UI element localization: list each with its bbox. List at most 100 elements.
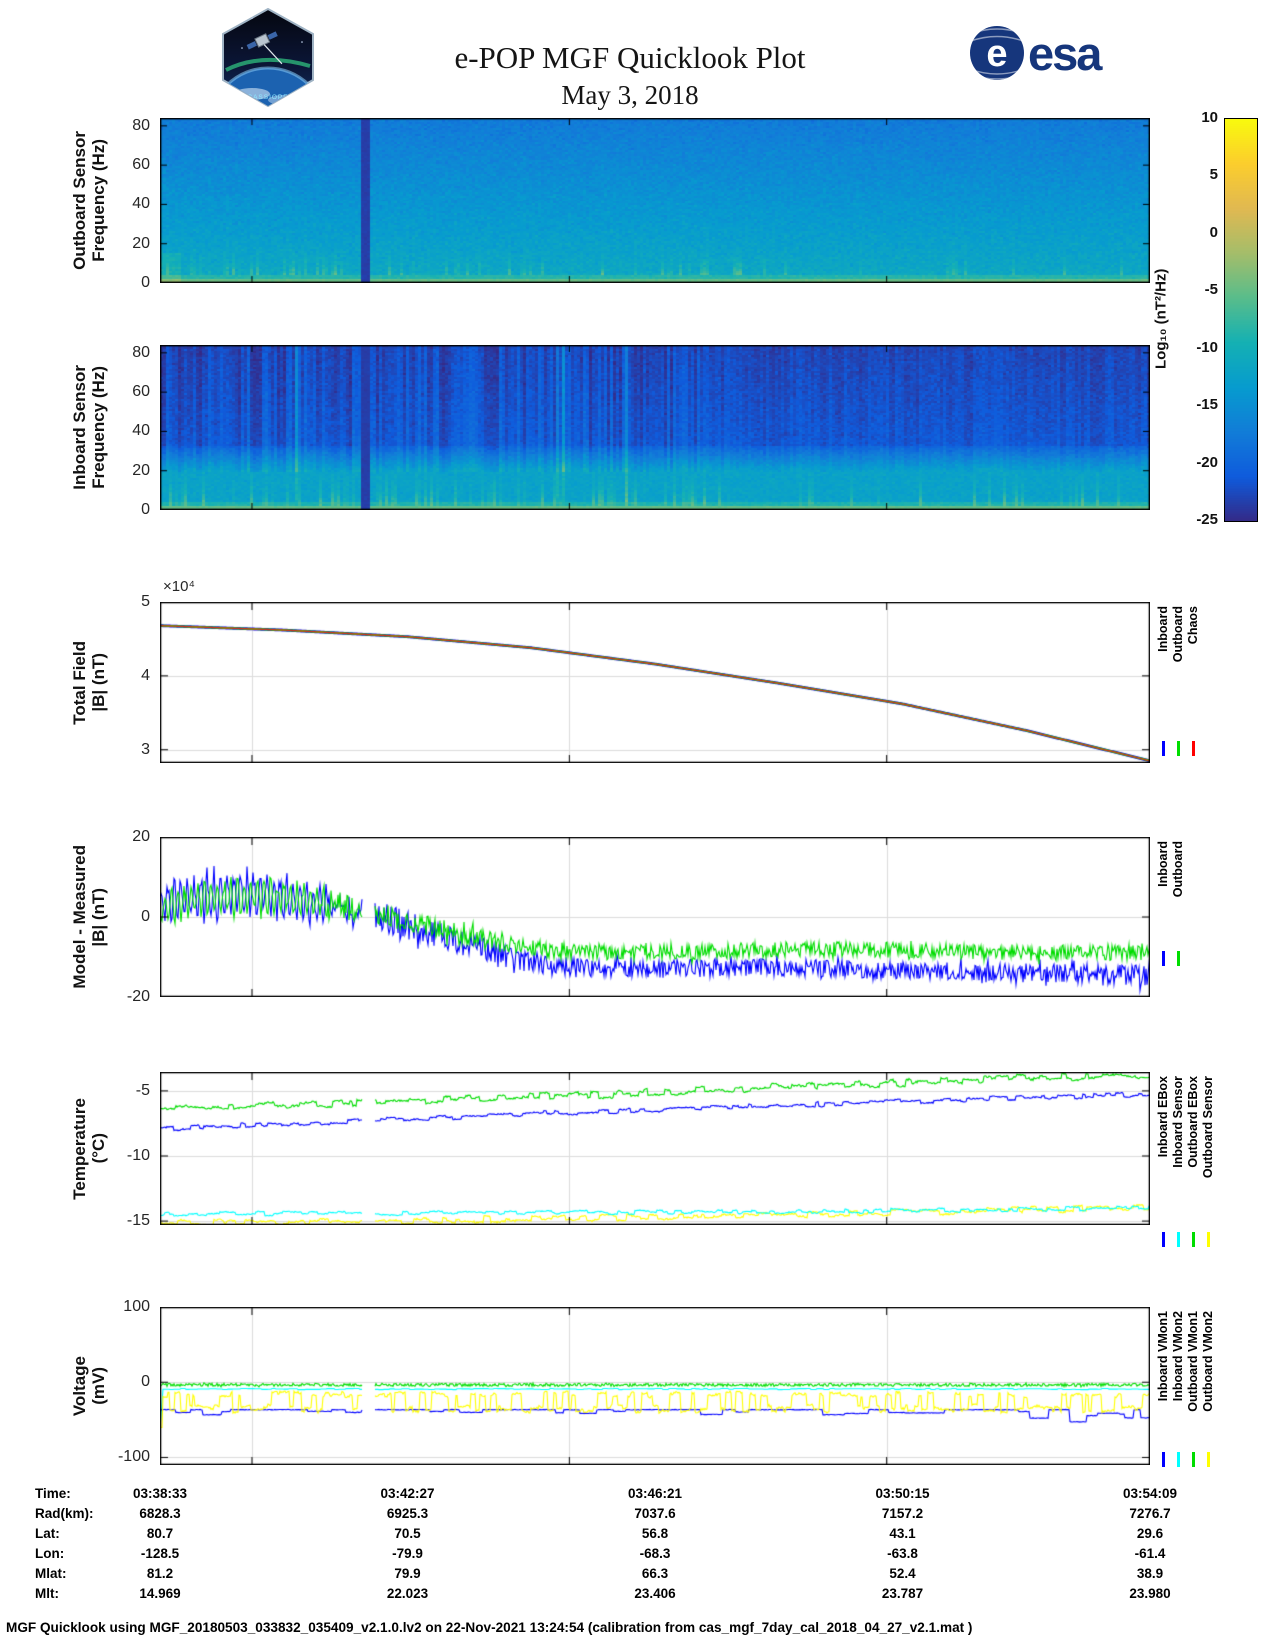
total-field-plot: [160, 602, 1150, 763]
legend-label: Chaos: [1186, 606, 1200, 645]
table-cell: 03:42:27: [380, 1486, 435, 1501]
ytick-label: 10: [1201, 109, 1218, 126]
ytick-label: 3: [141, 740, 150, 758]
table-cell: 38.9: [1136, 1566, 1164, 1581]
legend-label: Outboard VMon2: [1201, 1311, 1215, 1412]
table-row-label: Lat:: [35, 1526, 60, 1541]
inboard-spectrogram: [160, 345, 1150, 510]
legend-model-minus-measured: Inboard Outboard: [1156, 841, 1187, 898]
legend-label: Outboard VMon1: [1186, 1311, 1200, 1412]
table-cell: 7037.6: [634, 1506, 676, 1521]
legend-label: Outboard: [1171, 841, 1185, 898]
ytick-label: 5: [1209, 166, 1218, 184]
ytick-label: 20: [132, 828, 150, 845]
legend-key: [1192, 1232, 1195, 1247]
table-cell: 80.7: [146, 1526, 174, 1541]
ytick-label: -15: [1196, 396, 1218, 414]
legend-total-field: Inboard Outboard Chaos: [1156, 606, 1202, 663]
ytick-label: 40: [132, 195, 150, 213]
ytick-label: -100: [117, 1448, 150, 1466]
ytick-label: -25: [1196, 511, 1218, 528]
ytick-label: 4: [141, 666, 150, 684]
outboard-spectrogram: [160, 118, 1150, 283]
ytick-label: 0: [141, 501, 150, 518]
legend-temperature: Inboard EBox Inboard Sensor Outboard EBox O…: [1156, 1076, 1217, 1179]
legend-key: [1162, 1232, 1165, 1247]
ytick-label: -20: [1196, 453, 1218, 471]
table-cell: 7276.7: [1129, 1506, 1171, 1521]
table-cell: -79.9: [392, 1546, 423, 1561]
legend-key: [1207, 1232, 1210, 1247]
esa-logo: e esa: [970, 26, 1105, 80]
ytick-label: -5: [1204, 281, 1218, 299]
esa-globe-icon: [970, 26, 1024, 80]
table-cell: 52.4: [889, 1566, 916, 1581]
patch-text: CASSIOPE: [247, 94, 288, 101]
legend-key: [1207, 1452, 1210, 1467]
table-row-label: Mlat:: [35, 1566, 67, 1581]
cassiope-patch-logo: CASSIOPE: [222, 8, 314, 107]
ytick-label: -20: [126, 988, 150, 1005]
legend-key: [1162, 951, 1165, 966]
ytick-label: 0: [1209, 223, 1218, 241]
table-cell: 6925.3: [386, 1506, 429, 1521]
y-axis-exponent: ×10⁴: [163, 578, 195, 595]
model-minus-measured-plot: [160, 837, 1150, 997]
ytick-label: 5: [141, 593, 150, 610]
legend-label: Outboard Sensor: [1201, 1076, 1215, 1179]
page-title: e-POP MGF Quicklook Plot: [454, 40, 806, 75]
table-cell: 03:50:15: [875, 1486, 930, 1501]
table-cell: -63.8: [887, 1546, 918, 1561]
table-cell: -61.4: [1134, 1546, 1166, 1561]
ytick-label: -15: [126, 1212, 150, 1230]
legend-key: [1177, 1232, 1180, 1247]
ytick-label: 0: [141, 274, 150, 291]
legend-key: [1177, 951, 1180, 966]
legend-key: [1177, 1452, 1180, 1467]
table-cell: 23.406: [634, 1586, 676, 1601]
ytick-label: -5: [135, 1081, 150, 1099]
legend-label: Inboard EBox: [1156, 1076, 1170, 1158]
legend-key: [1192, 1452, 1195, 1467]
table-row-label: Rad(km):: [35, 1506, 94, 1521]
ytick-label: 60: [132, 156, 150, 174]
ytick-label: 100: [123, 1298, 150, 1315]
legend-voltage: Inboard VMon1 Inboard VMon2 Outboard VMon1…: [1156, 1311, 1217, 1412]
ytick-label: -10: [126, 1146, 150, 1164]
table-cell: 70.5: [394, 1526, 421, 1541]
table-cell: 66.3: [641, 1566, 669, 1581]
ytick-label: 80: [132, 343, 150, 361]
footer-text: MGF Quicklook using MGF_20180503_033832_…: [6, 1620, 973, 1635]
table-cell: 03:38:33: [132, 1486, 188, 1501]
legend-key: [1162, 741, 1165, 756]
legend-label: Inboard: [1156, 841, 1170, 887]
legend-label: Inboard: [1156, 606, 1170, 652]
table-cell: 7157.2: [881, 1506, 924, 1521]
ytick-label: 20: [132, 461, 150, 479]
ytick-label: 60: [132, 383, 150, 401]
table-cell: 03:54:09: [1122, 1486, 1178, 1501]
table-row-label: Time:: [35, 1486, 71, 1501]
table-cell: 79.9: [394, 1566, 421, 1581]
voltage-plot: [160, 1307, 1150, 1465]
table-cell: 22.023: [386, 1586, 429, 1601]
ytick-label: 0: [141, 908, 150, 925]
table-cell: 03:46:21: [627, 1486, 683, 1501]
legend-label: Inboard VMon2: [1171, 1311, 1185, 1402]
svg-text:e: e: [986, 33, 1007, 75]
table-cell: -68.3: [639, 1546, 671, 1561]
legend-key: [1177, 741, 1180, 756]
legend-label: Outboard: [1171, 606, 1185, 663]
plot-date: May 3, 2018: [561, 80, 699, 110]
legend-label: Outboard EBox: [1186, 1076, 1200, 1168]
table-cell: 29.6: [1136, 1526, 1164, 1541]
ytick-label: 40: [132, 422, 150, 440]
table-cell: 56.8: [641, 1526, 669, 1541]
legend-key: [1162, 1452, 1165, 1467]
table-cell: 23.980: [1129, 1586, 1171, 1601]
table-cell: 43.1: [889, 1526, 916, 1541]
ytick-label: 80: [132, 116, 150, 134]
colorbar: [1224, 118, 1258, 522]
ytick-label: 0: [141, 1373, 150, 1391]
